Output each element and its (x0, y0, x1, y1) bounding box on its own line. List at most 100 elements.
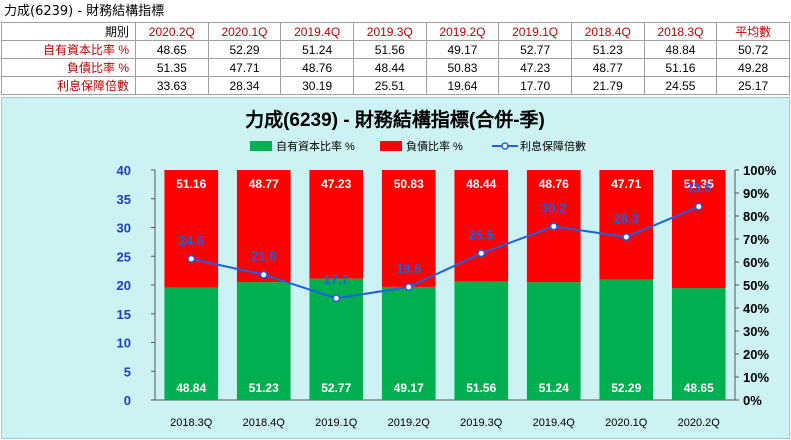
bar-debt (671, 170, 726, 289)
bar-debt (599, 170, 654, 280)
y-right-tick-label: 80% (743, 209, 769, 224)
bar-data-label: 48.77 (249, 177, 279, 191)
bar-data-label: 51.56 (466, 381, 496, 395)
x-tick-label: 2019.1Q (315, 417, 358, 429)
bar-equity (381, 286, 436, 400)
table-cell-average: 50.72 (716, 40, 790, 59)
bar-debt (309, 170, 364, 279)
period-header: 2019.4Q (280, 22, 354, 41)
table-cell: 51.23 (570, 40, 645, 59)
table-cell: 51.24 (280, 40, 354, 59)
bar-equity (454, 281, 509, 400)
bar-equity (164, 287, 219, 400)
line-data-label: 24.6 (179, 233, 204, 248)
interest-coverage-point (622, 233, 631, 241)
y-left-tick-label: 15 (117, 307, 131, 322)
bar-debt (454, 170, 509, 282)
bar-data-label: 51.23 (249, 381, 279, 395)
line-data-label: 28.3 (614, 211, 639, 226)
y-left-tick-label: 0 (124, 393, 131, 408)
table-cell: 51.56 (352, 40, 427, 59)
line-data-label: 25.5 (469, 227, 494, 242)
legend-swatch-0 (250, 141, 272, 151)
interest-coverage-point (477, 249, 486, 258)
interest-coverage-point (404, 283, 413, 292)
legend-label: 利息保障倍數 (520, 139, 586, 153)
y-left-tick-label: 35 (117, 192, 131, 207)
table-cell: 51.16 (643, 58, 718, 77)
bar-data-label: 52.77 (321, 381, 351, 395)
table-cell: 24.55 (643, 76, 718, 95)
table-cell: 30.19 (280, 76, 354, 95)
table-cell: 48.84 (643, 40, 718, 59)
table-cell: 33.63 (135, 76, 209, 95)
x-tick-label: 2019.4Q (533, 417, 576, 429)
x-tick-label: 2019.2Q (388, 417, 431, 429)
bar-data-label: 47.23 (321, 177, 351, 191)
interest-coverage-point (332, 294, 341, 303)
bar-data-label: 50.83 (394, 177, 424, 191)
legend-swatch-1 (380, 141, 402, 151)
y-right-tick-label: 0% (743, 393, 762, 408)
table-row-interest-coverage: 利息保障倍數 33.63 28.34 30.19 25.51 19.64 17.… (1, 76, 790, 95)
table-cell: 48.76 (280, 58, 354, 77)
interest-coverage-point (259, 270, 268, 279)
x-tick-label: 2018.3Q (170, 417, 213, 429)
y-right-tick-label: 20% (743, 347, 769, 362)
table-row-debt-ratio: 負債比率 % 51.35 47.71 48.76 48.44 50.83 47.… (1, 58, 790, 77)
chart-panel: 力成(6239) - 財務結構指標(合併-季) 自有資本比率 % 負債比率 % 利息保… (1, 97, 790, 439)
table-cell-average: 49.28 (716, 58, 790, 77)
y-left-tick-label: 5 (124, 364, 131, 379)
page-title: 力成(6239) - 財務結構指標 (4, 4, 165, 19)
bar-data-label: 47.71 (611, 177, 641, 191)
financial-structure-table: 期別 2020.2Q 2020.1Q 2019.4Q 2019.3Q 2019.… (1, 22, 790, 95)
y-right-tick-label: 10% (743, 370, 769, 385)
bar-debt (164, 170, 219, 288)
row-label: 利息保障倍數 (1, 76, 136, 95)
table-cell: 21.79 (570, 76, 645, 95)
bar-data-label: 52.29 (611, 381, 641, 395)
table-cell: 47.23 (498, 58, 572, 77)
legend-label: 負債比率 % (406, 139, 463, 153)
legend-label: 自有資本比率 % (276, 139, 355, 153)
y-right-tick-label: 70% (743, 232, 769, 247)
period-header: 2018.3Q (643, 22, 718, 41)
bar-debt (236, 170, 291, 283)
table-cell: 17.70 (498, 76, 572, 95)
table-cell: 51.35 (135, 58, 209, 77)
y-left-tick-label: 30 (117, 221, 131, 236)
x-tick-label: 2020.2Q (678, 417, 721, 429)
period-header: 2020.1Q (207, 22, 282, 41)
table-header-row: 期別 2020.2Q 2020.1Q 2019.4Q 2019.3Q 2019.… (1, 22, 790, 41)
y-right-tick-label: 90% (743, 186, 769, 201)
bar-debt (381, 170, 436, 287)
x-tick-label: 2018.4Q (243, 417, 286, 429)
y-left-tick-label: 25 (117, 249, 131, 264)
table-cell: 48.77 (570, 58, 645, 77)
table-cell: 50.83 (425, 58, 500, 77)
table-cell: 25.51 (352, 76, 427, 95)
line-data-label: 21.8 (251, 249, 276, 264)
y-right-tick-label: 60% (743, 255, 769, 270)
x-tick-label: 2020.1Q (605, 417, 648, 429)
y-right-tick-label: 100% (743, 163, 777, 178)
legend-marker-2 (501, 142, 509, 150)
y-right-tick-label: 30% (743, 324, 769, 339)
period-header: 2018.4Q (570, 22, 645, 41)
line-data-label: 33.6 (686, 181, 711, 196)
y-left-tick-label: 20 (117, 278, 131, 293)
table-cell: 48.65 (135, 40, 209, 59)
row-label: 自有資本比率 % (1, 40, 136, 59)
bar-data-label: 48.65 (684, 381, 714, 395)
period-header: 2020.2Q (135, 22, 209, 41)
line-data-label: 30.2 (541, 200, 566, 215)
bar-data-label: 48.44 (466, 177, 496, 191)
table-cell: 48.44 (352, 58, 427, 77)
period-header: 2019.3Q (352, 22, 427, 41)
bar-data-label: 51.35 (684, 177, 714, 191)
average-header: 平均數 (716, 22, 790, 41)
period-label: 期別 (1, 22, 136, 41)
bar-data-label: 49.17 (394, 381, 424, 395)
bar-data-label: 51.24 (539, 381, 569, 395)
bar-data-label: 48.76 (539, 177, 569, 191)
